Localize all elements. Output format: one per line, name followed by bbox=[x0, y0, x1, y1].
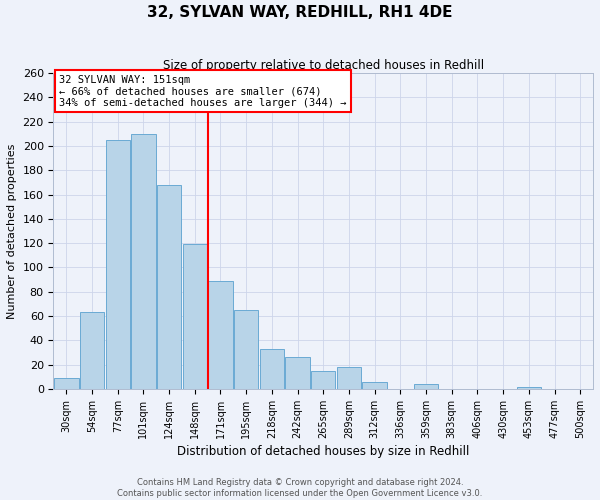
Bar bbox=[311, 371, 335, 389]
X-axis label: Distribution of detached houses by size in Redhill: Distribution of detached houses by size … bbox=[177, 445, 469, 458]
Bar bbox=[106, 140, 130, 389]
Bar bbox=[414, 384, 438, 389]
Bar bbox=[182, 244, 207, 389]
Bar bbox=[54, 378, 79, 389]
Bar bbox=[260, 349, 284, 389]
Y-axis label: Number of detached properties: Number of detached properties bbox=[7, 144, 17, 318]
Text: Contains HM Land Registry data © Crown copyright and database right 2024.
Contai: Contains HM Land Registry data © Crown c… bbox=[118, 478, 482, 498]
Bar bbox=[234, 310, 259, 389]
Bar bbox=[362, 382, 387, 389]
Bar bbox=[286, 358, 310, 389]
Text: 32 SYLVAN WAY: 151sqm
← 66% of detached houses are smaller (674)
34% of semi-det: 32 SYLVAN WAY: 151sqm ← 66% of detached … bbox=[59, 74, 346, 108]
Bar bbox=[208, 281, 233, 389]
Text: 32, SYLVAN WAY, REDHILL, RH1 4DE: 32, SYLVAN WAY, REDHILL, RH1 4DE bbox=[147, 5, 453, 20]
Bar bbox=[131, 134, 155, 389]
Bar bbox=[517, 386, 541, 389]
Bar bbox=[157, 185, 181, 389]
Bar bbox=[80, 312, 104, 389]
Title: Size of property relative to detached houses in Redhill: Size of property relative to detached ho… bbox=[163, 59, 484, 72]
Bar bbox=[337, 367, 361, 389]
